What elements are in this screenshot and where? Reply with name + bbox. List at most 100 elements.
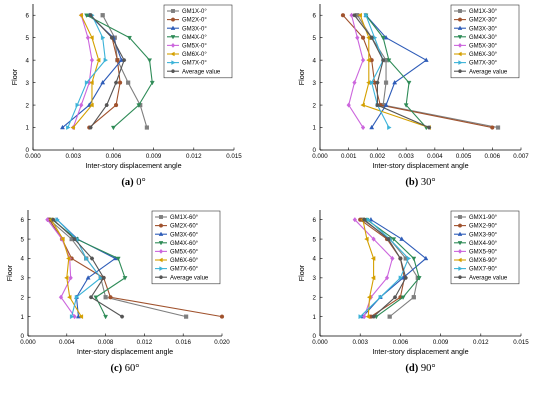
data-point — [406, 256, 412, 261]
data-point — [144, 125, 149, 130]
y-tick-label: 0 — [21, 333, 25, 340]
data-point — [184, 314, 189, 319]
series-line — [72, 15, 93, 128]
legend-swatch-marker — [158, 223, 163, 228]
data-point — [85, 35, 91, 41]
data-point — [89, 35, 94, 41]
series-8 — [88, 13, 127, 130]
y-tick-label: 6 — [313, 12, 317, 19]
y-tick-label: 2 — [313, 102, 317, 109]
data-point — [406, 80, 412, 86]
data-point — [72, 314, 77, 320]
data-point — [219, 314, 225, 319]
data-point — [60, 236, 65, 242]
data-point — [375, 103, 380, 107]
legend-swatch-marker — [458, 60, 463, 65]
panel-caption-label: (a) — [121, 177, 134, 188]
data-point — [72, 237, 77, 241]
data-point — [398, 256, 403, 261]
x-axis-title: Inter-story displacement angle — [77, 347, 173, 356]
chart-panel-d: 0.000 0.003 0.006 0.009 0.012 0.015 0 1 2 3 4 5 6 Int… — [297, 210, 529, 374]
series-line — [56, 219, 117, 317]
data-point — [115, 58, 120, 63]
series-line — [362, 219, 375, 317]
legend-swatch-marker — [158, 248, 164, 254]
data-point — [89, 256, 95, 261]
data-point — [364, 12, 369, 18]
data-point — [490, 125, 495, 130]
legend-box — [450, 4, 520, 79]
series-7 — [66, 12, 109, 130]
data-point — [371, 236, 376, 242]
series-line — [362, 219, 419, 318]
series-2 — [340, 13, 495, 130]
legend-entry-label: GMX7-90° — [469, 267, 498, 273]
legend-swatch-marker — [158, 241, 164, 246]
data-point — [387, 125, 392, 130]
panel-caption: (d) 90° — [405, 363, 435, 374]
data-point — [113, 102, 119, 108]
y-tick-label: 1 — [21, 314, 25, 321]
x-tick-label: 0.003 — [65, 153, 81, 160]
data-point — [79, 102, 84, 108]
series-line — [102, 14, 148, 128]
data-point — [495, 125, 501, 130]
y-tick-label: 3 — [26, 80, 30, 87]
series-line — [366, 219, 420, 318]
y-tick-label: 3 — [21, 275, 25, 282]
x-tick-label: 0.000 — [312, 339, 328, 346]
data-point — [411, 295, 416, 300]
data-point — [122, 276, 128, 281]
x-tick-label: 0.005 — [456, 153, 472, 160]
data-point — [70, 125, 75, 130]
data-point — [366, 217, 371, 223]
legend-swatch-marker — [458, 214, 463, 219]
legend-swatch-marker — [457, 275, 463, 279]
data-point — [391, 237, 397, 242]
legend-swatch-marker — [457, 231, 463, 236]
data-point — [362, 314, 367, 320]
y-tick-label: 5 — [26, 35, 30, 42]
legend-entry-label: Average value — [469, 69, 508, 75]
legend-swatch-marker — [457, 25, 463, 30]
data-point — [411, 256, 417, 262]
series-line — [342, 14, 493, 129]
series-line — [67, 14, 106, 128]
series-7 — [55, 217, 104, 320]
x-tick-label: 0.007 — [513, 153, 529, 160]
y-tick-label: 2 — [21, 294, 25, 301]
series-line — [365, 15, 390, 128]
legend-swatch-marker — [458, 17, 463, 22]
data-point — [403, 103, 409, 108]
x-tick-label: 0.008 — [98, 339, 114, 346]
series-8 — [362, 217, 408, 319]
series-line — [359, 219, 410, 318]
series-4 — [364, 217, 422, 320]
data-point — [340, 13, 346, 18]
series-4 — [84, 13, 155, 131]
data-point — [109, 35, 115, 40]
data-point — [85, 275, 91, 280]
data-point — [55, 217, 60, 223]
data-point — [136, 103, 142, 108]
data-point — [423, 57, 429, 62]
data-point — [100, 79, 106, 85]
data-point — [89, 80, 94, 86]
data-point — [101, 276, 106, 280]
panel-caption-label: (b) — [405, 177, 418, 188]
data-point — [399, 236, 405, 241]
y-tick-label: 1 — [26, 125, 30, 132]
data-point — [346, 102, 351, 108]
legend-entry-label: GM7X-60° — [170, 267, 199, 273]
legend-entry-label: GM2X-60° — [170, 224, 199, 230]
data-point — [45, 217, 50, 223]
data-point — [66, 125, 71, 130]
data-point — [360, 102, 365, 108]
legend-entry-label: GM7X-0° — [182, 61, 207, 67]
data-point — [384, 275, 390, 281]
data-point — [95, 57, 101, 63]
data-point — [147, 58, 153, 63]
data-point — [426, 125, 432, 130]
y-tick-label: 5 — [313, 35, 317, 42]
